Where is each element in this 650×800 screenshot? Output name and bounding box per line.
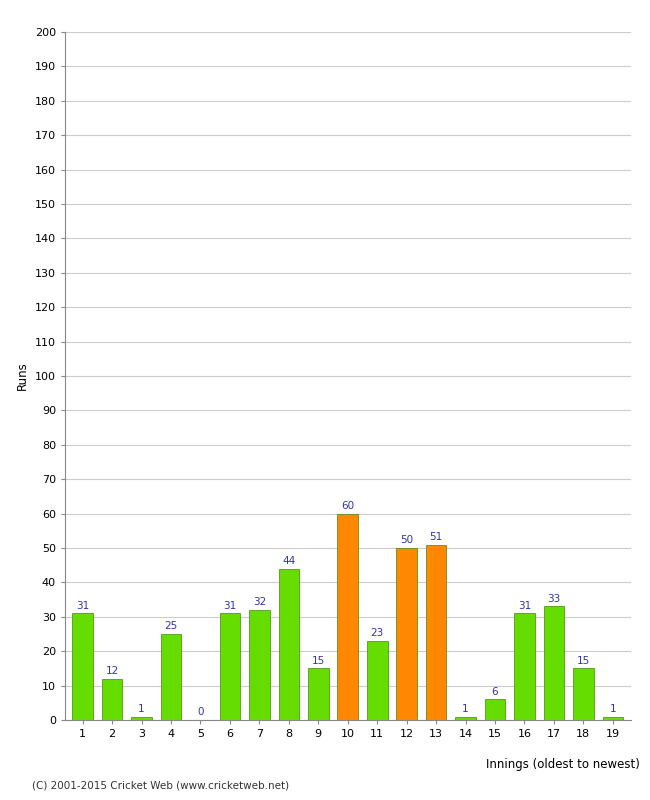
- Text: 25: 25: [164, 622, 177, 631]
- Text: 1: 1: [462, 704, 469, 714]
- Text: 12: 12: [105, 666, 119, 676]
- Text: 23: 23: [370, 628, 384, 638]
- Bar: [161, 634, 181, 720]
- Text: 50: 50: [400, 535, 413, 546]
- Text: 31: 31: [76, 601, 89, 610]
- Bar: [249, 610, 270, 720]
- Bar: [603, 717, 623, 720]
- Bar: [102, 678, 122, 720]
- Text: 1: 1: [138, 704, 145, 714]
- X-axis label: Innings (oldest to newest): Innings (oldest to newest): [486, 758, 640, 771]
- Text: 0: 0: [197, 707, 203, 718]
- Text: 15: 15: [311, 656, 325, 666]
- Text: 6: 6: [491, 686, 499, 697]
- Bar: [514, 614, 535, 720]
- Bar: [543, 606, 564, 720]
- Bar: [485, 699, 505, 720]
- Y-axis label: Runs: Runs: [16, 362, 29, 390]
- Bar: [220, 614, 240, 720]
- Text: 31: 31: [224, 601, 237, 610]
- Bar: [72, 614, 93, 720]
- Bar: [337, 514, 358, 720]
- Bar: [455, 717, 476, 720]
- Bar: [279, 569, 299, 720]
- Text: (C) 2001-2015 Cricket Web (www.cricketweb.net): (C) 2001-2015 Cricket Web (www.cricketwe…: [32, 781, 290, 790]
- Text: 51: 51: [430, 532, 443, 542]
- Text: 32: 32: [253, 597, 266, 607]
- Bar: [131, 717, 152, 720]
- Text: 33: 33: [547, 594, 560, 604]
- Text: 1: 1: [610, 704, 616, 714]
- Bar: [573, 669, 593, 720]
- Text: 31: 31: [518, 601, 531, 610]
- Text: 15: 15: [577, 656, 590, 666]
- Text: 60: 60: [341, 501, 354, 511]
- Bar: [367, 641, 387, 720]
- Bar: [396, 548, 417, 720]
- Bar: [308, 669, 329, 720]
- Text: 44: 44: [282, 556, 296, 566]
- Bar: [426, 545, 447, 720]
